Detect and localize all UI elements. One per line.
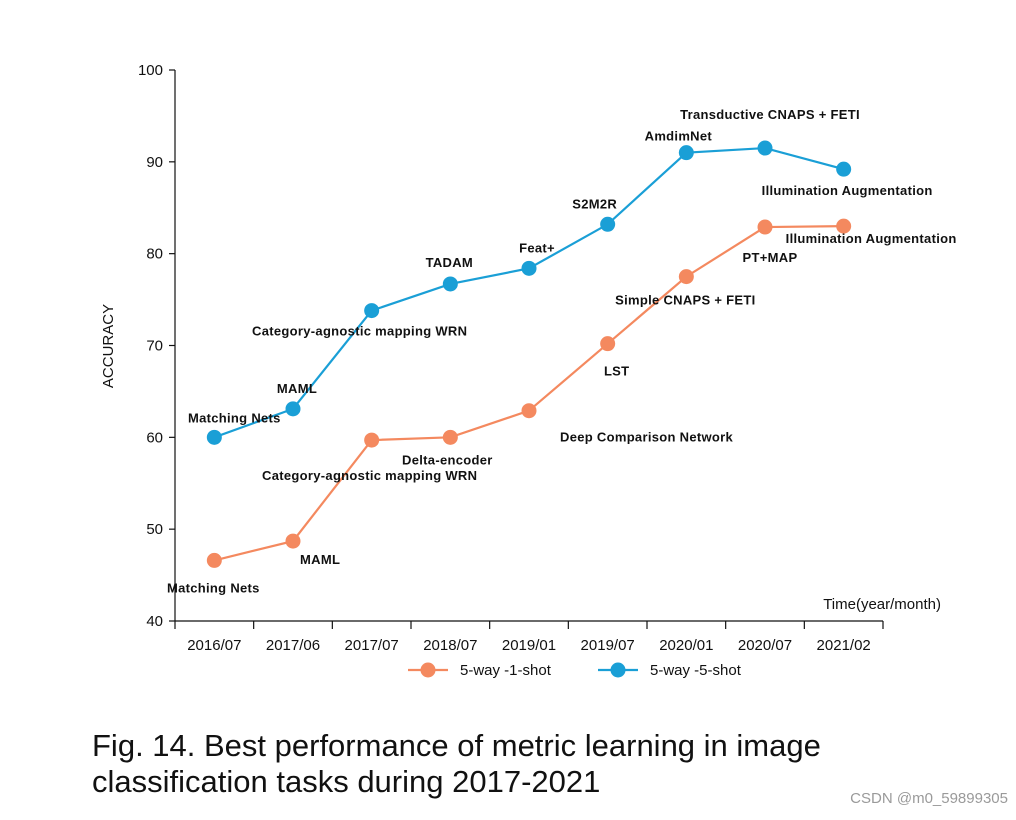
data-point (600, 216, 616, 232)
figure-caption: Fig. 14. Best performance of metric lear… (92, 728, 821, 799)
y-tick-label: 70 (146, 338, 163, 355)
data-point (757, 140, 773, 156)
x-tick-label: 2019/07 (581, 637, 635, 654)
data-point (442, 429, 458, 445)
legend-marker (610, 662, 626, 678)
x-tick-label: 2021/02 (817, 637, 871, 654)
x-tick-label: 2016/07 (187, 637, 241, 654)
point-annotation: AmdimNet (645, 129, 713, 144)
data-point (206, 429, 222, 445)
x-tick-label: 2020/07 (738, 637, 792, 654)
point-annotation: Simple CNAPS + FETI (615, 293, 755, 308)
data-point (521, 403, 537, 419)
point-annotation: MAML (277, 381, 317, 396)
metric-learning-chart: 40 50 60 70 80 90 100 2016/07 2017/06 2017/07 2018… (100, 62, 957, 679)
data-point (285, 401, 301, 417)
y-tick-label: 60 (146, 429, 163, 446)
point-annotation: Category-agnostic mapping WRN (262, 468, 477, 483)
data-point (836, 161, 852, 177)
y-tick-label: 100 (138, 62, 163, 79)
point-annotation: S2M2R (572, 196, 617, 211)
legend: 5-way -1-shot 5-way -5-shot (408, 662, 742, 679)
point-annotation: Deep Comparison Network (560, 430, 734, 445)
point-annotation: Illumination Augmentation (762, 183, 933, 198)
x-tick-label: 2017/07 (345, 637, 399, 654)
x-tick-label: 2018/07 (423, 637, 477, 654)
x-tick-label: 2020/01 (659, 637, 713, 654)
y-tick-label: 80 (146, 246, 163, 263)
point-annotation: Category-agnostic mapping WRN (252, 324, 467, 339)
data-point (364, 432, 380, 448)
legend-marker (420, 662, 436, 678)
watermark: CSDN @m0_59899305 (850, 790, 1008, 807)
point-annotations: Matching Nets MAML Category-agnostic mappi… (167, 107, 957, 595)
point-annotation: MAML (300, 552, 340, 567)
data-point (600, 336, 616, 352)
point-annotation: Matching Nets (188, 410, 281, 425)
x-axis-title: Time(year/month) (823, 596, 941, 613)
data-point (678, 269, 694, 285)
point-annotation: Transductive CNAPS + FETI (680, 107, 860, 122)
x-tick-label: 2019/01 (502, 637, 556, 654)
data-point (206, 552, 222, 568)
series-lines (213, 146, 844, 562)
data-point (757, 219, 773, 235)
point-annotation: Illumination Augmentation (786, 231, 957, 246)
data-point (364, 303, 380, 319)
point-annotation: Delta-encoder (402, 452, 493, 467)
data-point (836, 218, 852, 234)
data-point (678, 145, 694, 161)
y-axis-title: ACCURACY (100, 304, 117, 388)
y-tick-label: 50 (146, 521, 163, 538)
axes: 40 50 60 70 80 90 100 2016/07 2017/06 2017/07 2018… (100, 62, 941, 654)
point-annotation: TADAM (426, 255, 473, 270)
point-annotation: Feat+ (519, 240, 555, 255)
x-tick-label: 2017/06 (266, 637, 320, 654)
series-points (206, 140, 852, 568)
y-tick-label: 90 (146, 154, 163, 171)
y-tick-label: 40 (146, 613, 163, 630)
data-point (521, 260, 537, 276)
point-annotation: LST (604, 364, 629, 379)
point-annotation: Matching Nets (167, 580, 260, 595)
legend-label: 5-way -5-shot (650, 662, 742, 679)
data-point (285, 533, 301, 549)
point-annotation: PT+MAP (743, 250, 798, 265)
legend-label: 5-way -1-shot (460, 662, 552, 679)
data-point (442, 276, 458, 292)
